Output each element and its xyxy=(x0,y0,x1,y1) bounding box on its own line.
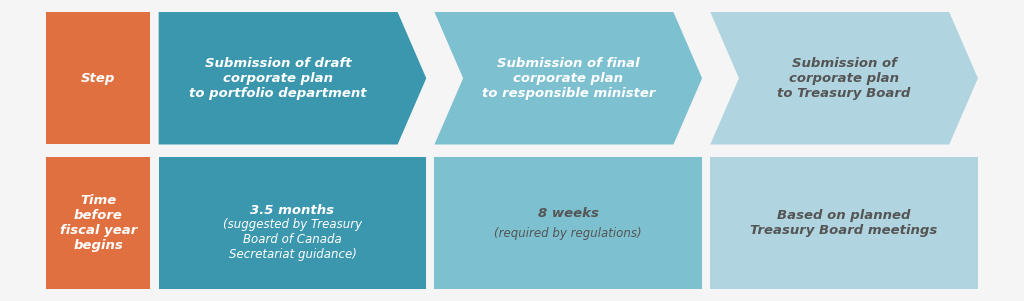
Text: 3.5 months: 3.5 months xyxy=(251,204,335,217)
Polygon shape xyxy=(159,12,426,144)
Text: 8 weeks: 8 weeks xyxy=(538,207,599,220)
Bar xyxy=(46,157,151,289)
Text: Time
before
fiscal year
begins: Time before fiscal year begins xyxy=(59,194,137,252)
Text: Submission of draft
corporate plan
to portfolio department: Submission of draft corporate plan to po… xyxy=(189,57,367,100)
Text: (suggested by Treasury
Board of Canada
Secretariat guidance): (suggested by Treasury Board of Canada S… xyxy=(223,218,362,261)
Polygon shape xyxy=(711,12,978,144)
Bar xyxy=(46,12,151,144)
Text: Submission of
corporate plan
to Treasury Board: Submission of corporate plan to Treasury… xyxy=(777,57,910,100)
Bar xyxy=(711,157,978,289)
Bar xyxy=(159,157,426,289)
Text: Step: Step xyxy=(81,72,116,85)
Text: (required by regulations): (required by regulations) xyxy=(495,227,642,240)
Text: Based on planned
Treasury Board meetings: Based on planned Treasury Board meetings xyxy=(751,209,938,237)
Text: Submission of final
corporate plan
to responsible minister: Submission of final corporate plan to re… xyxy=(481,57,655,100)
Bar xyxy=(434,157,702,289)
Polygon shape xyxy=(434,12,702,144)
